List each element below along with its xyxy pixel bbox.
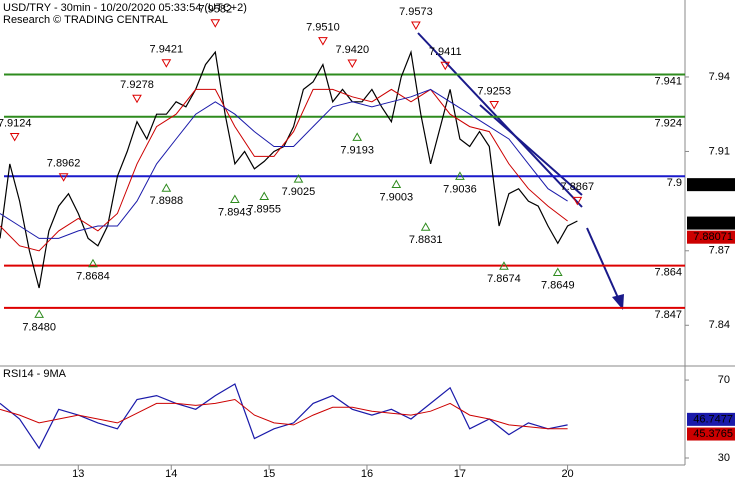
low-marker bbox=[161, 183, 172, 192]
annotation-label: 7.9003 bbox=[379, 191, 413, 203]
y-tick-label: 30 bbox=[718, 452, 730, 464]
x-tick-label: 20 bbox=[561, 468, 573, 480]
low-marker bbox=[352, 132, 363, 141]
price-tag-label: 7.8914 bbox=[699, 179, 733, 191]
series-line bbox=[0, 49, 578, 289]
x-tick-label: 17 bbox=[454, 468, 466, 480]
x-tick-label: 16 bbox=[361, 468, 373, 480]
annotation-label: 7.8988 bbox=[150, 195, 184, 207]
annotation-label: 7.8480 bbox=[22, 321, 56, 333]
price-tag bbox=[687, 427, 735, 441]
x-tick-label: 14 bbox=[165, 468, 177, 480]
high-marker bbox=[161, 59, 172, 68]
y-tick-label: 7.91 bbox=[709, 145, 730, 157]
high-marker bbox=[572, 196, 583, 206]
price-tag-label: 45.3765 bbox=[693, 428, 733, 440]
high-marker bbox=[210, 19, 221, 28]
x-tick-label: 15 bbox=[263, 468, 275, 480]
price-tag bbox=[687, 178, 735, 192]
high-marker bbox=[440, 61, 451, 71]
high-marker bbox=[318, 37, 328, 46]
low-marker bbox=[499, 261, 509, 270]
high-marker bbox=[411, 21, 421, 31]
low-marker bbox=[259, 191, 270, 200]
low-marker bbox=[391, 179, 402, 189]
annotation-label: 7.9253 bbox=[477, 85, 511, 97]
price-tag-label: 7.88116 bbox=[694, 217, 733, 229]
price-tag bbox=[687, 216, 735, 230]
annotation-label: 7.9036 bbox=[443, 183, 477, 195]
series-line bbox=[0, 88, 568, 239]
annotation-label: 7.8674 bbox=[487, 273, 521, 285]
annotation-label: 7.9421 bbox=[150, 44, 184, 56]
annotation-label: 7.9582 bbox=[198, 4, 232, 16]
price-tag bbox=[687, 412, 735, 426]
level-label: 7.941 bbox=[654, 75, 682, 87]
y-tick-label: 7.87 bbox=[709, 245, 730, 257]
panel-title: RSI14 - 9MA bbox=[3, 368, 67, 380]
trend-line bbox=[479, 104, 583, 196]
level-label: 7.9 bbox=[667, 177, 682, 189]
series-line bbox=[0, 383, 568, 450]
annotation-label: 7.8831 bbox=[409, 234, 443, 246]
annotation-label: 7.9124 bbox=[0, 117, 32, 129]
annotation-label: 7.8943 bbox=[218, 206, 252, 218]
y-tick-label: 7.94 bbox=[709, 71, 730, 83]
low-marker bbox=[420, 222, 431, 231]
low-marker bbox=[552, 267, 563, 276]
annotation-label: 7.8684 bbox=[76, 271, 110, 283]
annotation-label: 7.8649 bbox=[541, 279, 575, 291]
price-tag bbox=[687, 230, 735, 244]
annotation-label: 7.9420 bbox=[335, 44, 369, 56]
y-tick-label: 70 bbox=[718, 374, 730, 386]
arrow-head bbox=[612, 294, 624, 310]
annotation-label: 7.8955 bbox=[247, 203, 281, 215]
level-label: 7.864 bbox=[654, 267, 682, 279]
price-tag-label: 46.7477 bbox=[693, 413, 733, 425]
level-label: 7.924 bbox=[654, 118, 682, 130]
forecast-arrow bbox=[586, 227, 620, 301]
annotation-label: 7.9411 bbox=[429, 46, 462, 58]
low-marker bbox=[455, 171, 465, 180]
y-tick-label: 7.84 bbox=[709, 319, 730, 331]
low-marker bbox=[293, 174, 304, 183]
annotation-label: 7.8867 bbox=[561, 181, 595, 193]
series-line bbox=[0, 398, 568, 430]
high-marker bbox=[347, 59, 358, 69]
chart-title: USD/TRY - 30min - 10/20/2020 05:33:54 (U… bbox=[3, 2, 247, 14]
level-label: 7.847 bbox=[654, 309, 682, 321]
annotation-label: 7.9278 bbox=[120, 79, 154, 91]
annotation-label: 7.8962 bbox=[47, 158, 81, 170]
annotation-label: 7.9573 bbox=[399, 6, 433, 18]
price-tag-label: 7.88071 bbox=[693, 231, 733, 243]
series-line bbox=[0, 88, 568, 252]
low-marker bbox=[229, 194, 240, 203]
high-marker bbox=[58, 173, 69, 182]
high-marker bbox=[9, 133, 20, 142]
annotation-label: 7.9025 bbox=[282, 186, 316, 198]
low-marker bbox=[88, 258, 98, 268]
annotation-label: 7.9193 bbox=[340, 144, 374, 156]
high-marker bbox=[132, 94, 142, 104]
chart-subtitle: Research © TRADING CENTRAL bbox=[3, 14, 168, 26]
high-marker bbox=[489, 100, 500, 110]
annotation-label: 7.9510 bbox=[306, 22, 340, 34]
low-marker bbox=[34, 309, 45, 318]
x-tick-label: 13 bbox=[72, 468, 84, 480]
